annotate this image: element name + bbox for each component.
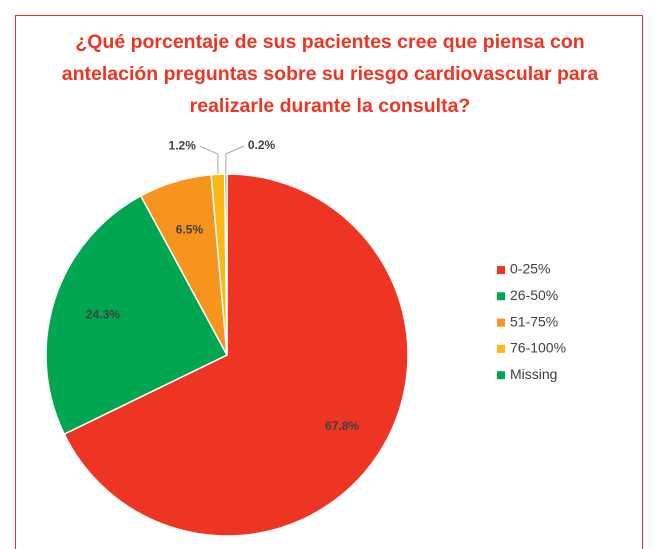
legend-label: 76-100% <box>510 340 566 356</box>
data-label: 6.5% <box>176 222 204 236</box>
frame <box>15 15 643 549</box>
data-label: 1.2% <box>169 138 197 152</box>
data-label: 67.8% <box>325 419 359 433</box>
legend-label: 0-25% <box>510 261 550 277</box>
leader-line <box>225 145 245 175</box>
legend-swatch <box>497 371 505 380</box>
legend-swatch <box>497 266 505 274</box>
data-label: 24.3% <box>86 307 120 321</box>
chart-title: ¿Qué porcentaje de sus pacientes cree qu… <box>61 31 599 117</box>
legend-swatch <box>497 318 505 327</box>
pie-slice <box>63 173 409 537</box>
data-label: 0.2% <box>248 138 276 152</box>
legend-swatch <box>497 292 505 301</box>
legend-label: 51-75% <box>510 313 558 329</box>
legend-label: Missing <box>510 366 557 382</box>
pie-slice <box>45 194 229 436</box>
legend-label: 26-50% <box>510 287 558 303</box>
legend-swatch <box>497 344 505 353</box>
leader-line <box>199 145 219 175</box>
